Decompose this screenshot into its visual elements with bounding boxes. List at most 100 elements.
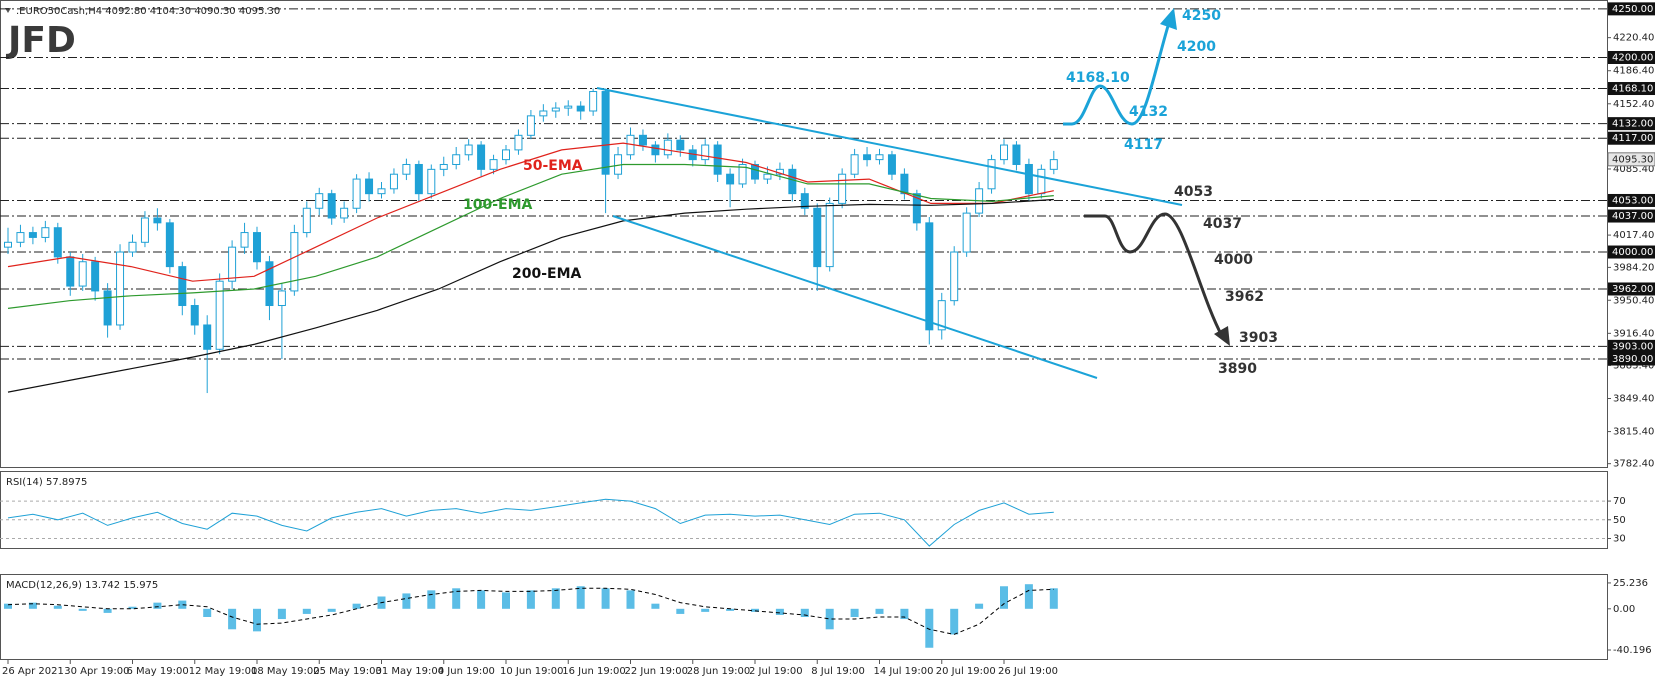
y-tick-label: 4220.40 [1613, 33, 1654, 44]
level-label: 3890.00 [1612, 354, 1653, 365]
logo: JFD [5, 20, 76, 61]
y-tick-label: 3984.20 [1613, 262, 1654, 273]
macd-bar [427, 590, 436, 609]
candle-body [277, 290, 286, 307]
candle-body [389, 173, 398, 190]
bear-scenario [1084, 212, 1224, 337]
macd-bar [78, 608, 87, 611]
level-box [1608, 282, 1655, 296]
annotation: 4200 [1177, 39, 1216, 55]
candle-body [987, 159, 996, 190]
macd-panel [0, 574, 1608, 660]
candle-body [178, 266, 187, 307]
x-tick-label: 20 Jul 19:00 [936, 666, 996, 677]
level-label: 4168.10 [1612, 84, 1653, 95]
x-tick-label: 26 Apr 2021 [2, 666, 64, 677]
main-panel [0, 0, 1608, 468]
candle-body [66, 256, 75, 287]
annotation: 4168.10 [1066, 70, 1130, 86]
x-tick-label: 22 Jun 19:00 [625, 666, 689, 677]
candle-body [514, 134, 523, 151]
x-tick-label: 6 May 19:00 [127, 666, 189, 677]
candle-body [452, 154, 461, 165]
macd-bar [950, 608, 959, 635]
candle-body [713, 144, 722, 175]
annotation: 4000 [1214, 252, 1253, 268]
candle-body [477, 144, 486, 170]
candle-body [53, 227, 62, 258]
candle-body [564, 105, 573, 109]
macd-bar [526, 590, 535, 609]
annotation: 4132 [1129, 104, 1168, 120]
candle-body [215, 280, 224, 350]
candle-body [464, 144, 473, 156]
candle-body [91, 261, 100, 292]
macd-bar [676, 608, 685, 614]
macd-bar [302, 608, 311, 614]
y-tick-label: 3849.40 [1613, 393, 1654, 404]
x-tick-label: 2 Jul 19:00 [749, 666, 803, 677]
annotation: 4250 [1182, 8, 1221, 24]
level-box [1608, 131, 1655, 145]
candle-body [526, 115, 535, 136]
macd-bar [452, 588, 461, 609]
bear-arrow [1214, 326, 1230, 346]
candle-body [813, 207, 822, 268]
candle-body [651, 144, 660, 156]
macd-bar [975, 603, 984, 609]
y-tick-label: 3883.40 [1613, 360, 1654, 371]
x-tick-label: 30 Apr 19:00 [64, 666, 129, 677]
candle-body [365, 178, 374, 195]
level-box [1608, 82, 1655, 96]
candle-body [838, 173, 847, 204]
rsi-title: RSI(14) 57.8975 [6, 477, 87, 488]
y-tick-label: 3782.40 [1613, 459, 1654, 470]
candle-body [751, 163, 759, 180]
y-tick-label: 0.00 [1613, 604, 1635, 615]
macd-bar [626, 590, 635, 609]
candle-body [1012, 144, 1021, 165]
candle-body [165, 222, 174, 268]
candle-body [738, 163, 747, 185]
candle-body [589, 91, 598, 112]
candle-body [402, 163, 411, 175]
candle-body [701, 144, 710, 161]
macd-bar [1000, 586, 1008, 609]
header: .EURO50Cash,H4 4092.80 4104.30 4090.30 4… [16, 6, 280, 17]
candle-body [340, 207, 349, 219]
macd-title: MACD(12,26,9) 13.742 15.975 [6, 580, 158, 591]
macd-bar [502, 592, 510, 609]
macd-bar [1024, 584, 1033, 609]
candle-body [103, 290, 112, 326]
macd-bar [28, 602, 37, 609]
macd-bar [1049, 588, 1058, 609]
candle-body [290, 232, 299, 292]
y-tick-label: 3916.40 [1613, 328, 1654, 339]
level-box [1608, 193, 1655, 207]
candle-body [327, 193, 336, 219]
level-box [1608, 117, 1655, 131]
current-price-box [1607, 152, 1655, 167]
channel-lower [612, 215, 1098, 379]
level-label: 4117.00 [1612, 133, 1653, 144]
candle-body [638, 134, 647, 146]
candle-body [253, 232, 261, 263]
y-tick-label: 30 [1613, 534, 1626, 545]
candle-body [140, 217, 149, 243]
bull-scenario [1063, 25, 1170, 126]
candle-body [875, 154, 884, 161]
candle-body [28, 232, 37, 238]
level-label: 4132.00 [1612, 119, 1653, 130]
macd-bar [701, 608, 710, 612]
y-tick-label: 4017.40 [1613, 230, 1654, 241]
x-tick-label: 10 Jun 19:00 [500, 666, 564, 677]
candle-body [825, 202, 834, 268]
candle-body [489, 159, 498, 170]
annotation: 4037 [1203, 216, 1242, 232]
macd-bar [825, 608, 834, 630]
candle-body [302, 207, 311, 234]
macd-bar [352, 603, 361, 609]
macd-bar [203, 608, 212, 617]
y-tick-label: 4152.40 [1613, 99, 1654, 110]
candle-body [900, 173, 909, 195]
